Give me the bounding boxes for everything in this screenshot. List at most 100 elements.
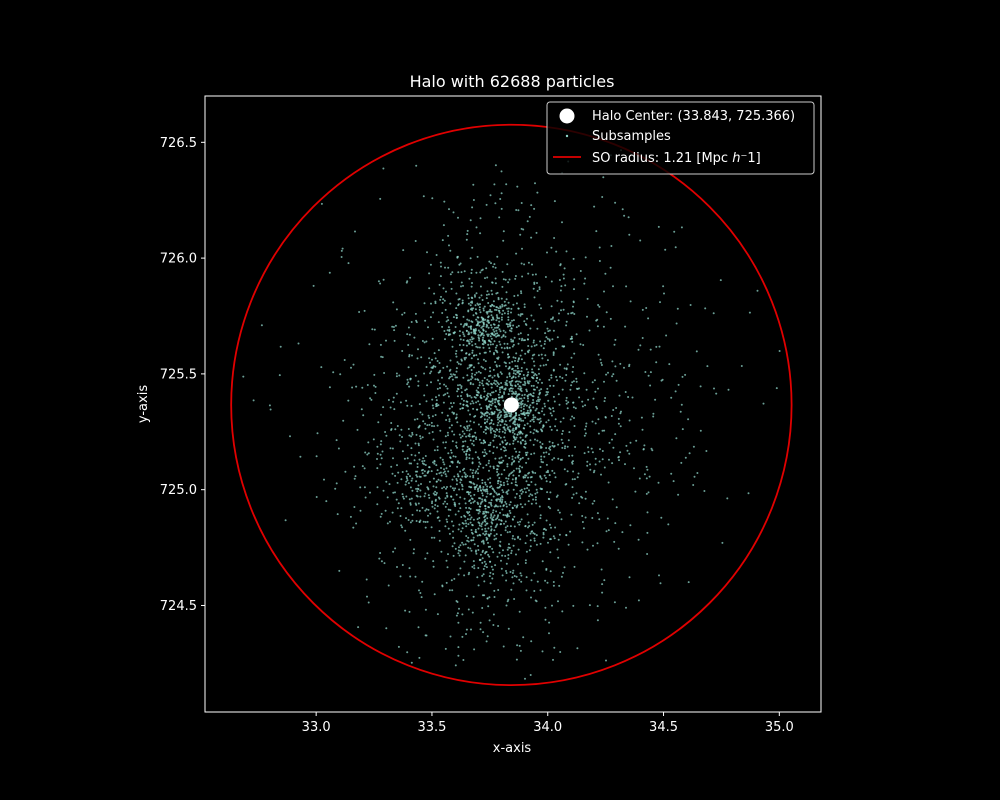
subsample-point [393,339,396,342]
subsample-point [538,303,541,306]
subsample-point [411,519,414,522]
subsample-point [512,535,514,537]
subsample-point [521,337,524,340]
subsample-point [455,614,458,617]
subsample-point [399,440,402,443]
subsample-point [465,356,467,359]
subsample-point [522,228,525,231]
subsample-point [598,260,601,262]
subsample-point [468,424,471,427]
subsample-point [518,414,521,417]
subsample-point [407,482,410,485]
subsample-point [529,409,532,412]
subsample-point [493,412,496,415]
subsample-point [477,423,480,426]
subsample-point [431,404,434,407]
subsample-point [502,334,505,337]
subsample-point [535,374,538,377]
subsample-point [478,505,481,508]
subsample-point [520,397,523,400]
subsample-point [495,499,498,502]
subsample-point [446,431,449,434]
subsample-point [527,472,530,475]
subsample-point [464,502,467,505]
subsample-point [679,410,682,413]
subsample-point [462,407,464,410]
subsample-point [519,457,522,460]
subsample-point [521,456,524,459]
subsample-point [340,256,343,258]
subsample-point [441,584,444,587]
subsample-point [511,319,513,322]
subsample-point [485,640,488,643]
subsample-point [392,400,395,403]
subsample-point [446,502,449,505]
subsample-point [523,413,526,416]
subsample-point [467,309,470,312]
subsample-point [470,378,472,381]
subsample-point [590,447,593,450]
subsample-point [649,348,652,351]
subsample-point [596,318,599,321]
subsample-point [740,365,743,367]
subsample-point [637,538,640,541]
subsample-point [511,576,514,579]
subsample-point [692,445,695,448]
subsample-point [561,430,564,432]
subsample-point [468,457,471,460]
subsample-point [515,492,518,495]
subsample-point [550,318,553,321]
subsample-point [405,475,408,478]
subsample-point [444,393,447,396]
subsample-point [541,560,544,563]
subsample-point [516,521,519,524]
subsample-point [545,363,548,366]
subsample-point [648,475,651,478]
subsample-point [495,510,498,513]
subsample-point [571,496,574,499]
subsample-point [435,473,438,475]
subsample-point [534,416,537,419]
subsample-point [571,370,574,373]
subsample-point [515,418,518,421]
subsample-point [469,494,472,497]
subsample-point [389,520,391,523]
subsample-point [503,342,506,345]
subsample-point [596,325,599,328]
subsample-point [449,635,452,638]
subsample-point [719,279,722,282]
subsample-point [463,358,466,361]
subsample-point [392,301,395,304]
subsample-point [520,390,523,393]
subsample-point [520,370,523,373]
subsample-point [439,479,442,482]
subsample-point [279,345,282,348]
subsample-point [444,266,446,269]
subsample-point [496,424,499,427]
subsample-point [469,383,472,385]
subsample-point [526,220,529,223]
subsample-point [494,564,497,567]
subsample-point [495,524,498,527]
subsample-point [478,403,481,406]
subsample-point [414,374,417,377]
subsample-point [539,466,542,468]
subsample-point [501,351,504,354]
subsample-point [522,383,525,386]
subsample-point [603,380,605,383]
subsample-point [431,500,434,503]
subsample-point [476,391,479,394]
subsample-point [583,452,586,455]
subsample-point [517,387,520,390]
subsample-point [418,451,420,454]
subsample-point [470,285,473,288]
subsample-point [435,396,437,399]
subsample-point [406,479,409,482]
subsample-point [478,381,481,384]
subsample-point [534,492,537,495]
subsample-point [444,497,447,500]
subsample-point [456,390,459,393]
subsample-point [516,433,519,436]
subsample-point [563,447,566,450]
